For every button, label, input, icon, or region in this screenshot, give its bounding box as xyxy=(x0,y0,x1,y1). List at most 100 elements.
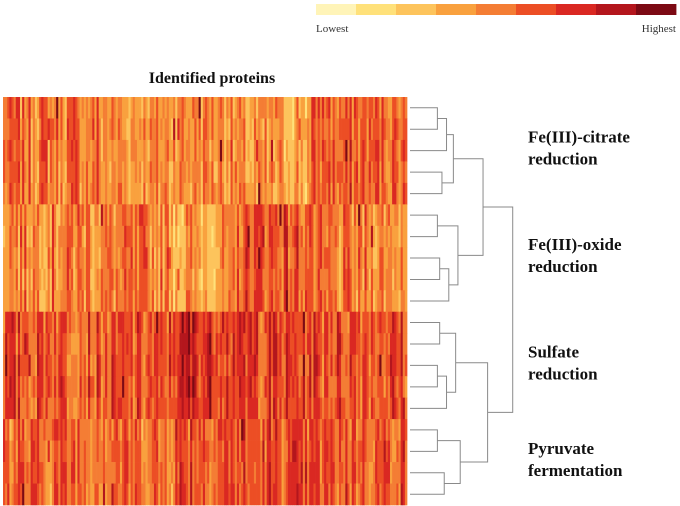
heatmap-cell xyxy=(262,161,265,184)
heatmap-cell xyxy=(145,290,148,313)
heatmap-cell xyxy=(383,161,387,184)
scale-swatch-5 xyxy=(476,4,517,15)
heatmap-cell xyxy=(90,225,93,248)
heatmap-cell xyxy=(15,483,19,506)
heatmap-cell xyxy=(381,354,384,377)
heatmap-cell xyxy=(343,139,346,162)
heatmap-cell xyxy=(251,139,255,162)
heatmap-cell xyxy=(122,182,125,205)
heatmap-cell xyxy=(164,225,168,248)
heatmap-cell xyxy=(122,419,125,441)
heatmap-cell xyxy=(273,247,276,270)
dendrogram-link xyxy=(437,225,459,286)
heatmap-cell xyxy=(228,419,231,441)
heatmap-cell xyxy=(366,161,370,184)
heatmap-cell xyxy=(17,97,21,119)
heatmap-cell xyxy=(7,419,10,441)
heatmap-cell xyxy=(117,419,121,441)
heatmap-cell xyxy=(54,204,57,227)
heatmap-cell xyxy=(158,419,161,441)
heatmap-cell xyxy=(11,333,14,356)
heatmap-cell xyxy=(192,376,195,398)
heatmap-cell xyxy=(181,161,185,184)
heatmap-cell xyxy=(119,462,123,484)
heatmap-cell xyxy=(130,376,134,398)
heatmap-cell xyxy=(66,268,70,291)
heatmap-cell xyxy=(162,440,165,463)
heatmap-cell xyxy=(22,290,25,313)
heatmap-cell xyxy=(43,161,46,184)
heatmap-cell xyxy=(147,440,151,463)
heatmap-cell xyxy=(400,118,404,141)
heatmap-cell xyxy=(309,247,312,270)
heatmap-cell xyxy=(351,118,355,141)
heatmap-cell xyxy=(292,397,295,420)
heatmap-cell xyxy=(113,139,117,162)
heatmap-cell xyxy=(270,204,274,227)
heatmap-cell xyxy=(20,376,23,398)
heatmap-cell xyxy=(243,97,246,119)
heatmap-cell xyxy=(9,462,12,484)
heatmap-cell xyxy=(24,397,27,420)
heatmap-cell xyxy=(43,204,46,227)
heatmap-cell xyxy=(358,333,361,356)
heatmap-cell xyxy=(130,354,134,377)
heatmap-cell xyxy=(22,247,25,270)
heatmap-cell xyxy=(83,268,87,291)
heatmap-cell xyxy=(219,161,223,184)
heatmap-cell xyxy=(105,118,108,141)
heatmap-cell xyxy=(90,483,93,506)
heatmap-cell xyxy=(217,97,221,119)
heatmap-cell xyxy=(153,311,157,334)
heatmap-cell xyxy=(22,182,25,205)
heatmap-cell xyxy=(32,419,36,441)
heatmap-cell xyxy=(230,139,233,162)
heatmap-cell xyxy=(385,204,389,227)
heatmap-cell xyxy=(222,161,225,184)
heatmap-cell xyxy=(309,376,312,398)
heatmap-cell xyxy=(5,376,8,398)
heatmap-cell xyxy=(253,290,257,313)
dendrogram-link xyxy=(439,332,457,393)
heatmap-cell xyxy=(26,397,29,420)
heatmap-cell xyxy=(115,397,119,420)
heatmap-cell xyxy=(324,182,327,205)
heatmap-cell xyxy=(222,483,225,506)
heatmap-cell xyxy=(298,397,302,420)
heatmap-cell xyxy=(247,462,251,484)
heatmap-cell xyxy=(207,225,210,248)
heatmap-cell xyxy=(290,225,293,248)
heatmap-cell xyxy=(183,354,187,377)
heatmap-cell xyxy=(281,247,285,270)
heatmap-cell xyxy=(226,268,229,291)
heatmap-cell xyxy=(379,462,382,484)
heatmap-cell xyxy=(258,161,261,184)
heatmap-cell xyxy=(20,139,23,162)
heatmap-cell xyxy=(119,311,123,334)
heatmap-cell xyxy=(285,204,289,227)
heatmap-cell xyxy=(117,182,121,205)
heatmap-cell xyxy=(43,440,46,463)
heatmap-cell xyxy=(117,376,121,398)
heatmap-cell xyxy=(34,139,38,162)
heatmap-cell xyxy=(275,440,278,463)
heatmap-cell xyxy=(143,139,146,162)
heatmap-cell xyxy=(30,97,34,119)
heatmap-cell xyxy=(268,419,272,441)
heatmap-cell xyxy=(268,118,272,141)
heatmap-cell xyxy=(128,354,131,377)
heatmap-cell xyxy=(217,483,221,506)
heatmap-cell xyxy=(134,376,138,398)
heatmap-cell xyxy=(105,268,108,291)
heatmap-cell xyxy=(287,290,291,313)
heatmap-cell xyxy=(164,333,168,356)
heatmap-cell xyxy=(158,462,161,484)
heatmap-cell xyxy=(54,354,57,377)
heatmap-cell xyxy=(168,247,172,270)
heatmap-cell xyxy=(207,268,210,291)
heatmap-cell xyxy=(302,204,306,227)
heatmap-cell xyxy=(143,397,146,420)
heatmap-cell xyxy=(270,290,274,313)
heatmap-cell xyxy=(222,333,225,356)
heatmap-cell xyxy=(379,483,382,506)
